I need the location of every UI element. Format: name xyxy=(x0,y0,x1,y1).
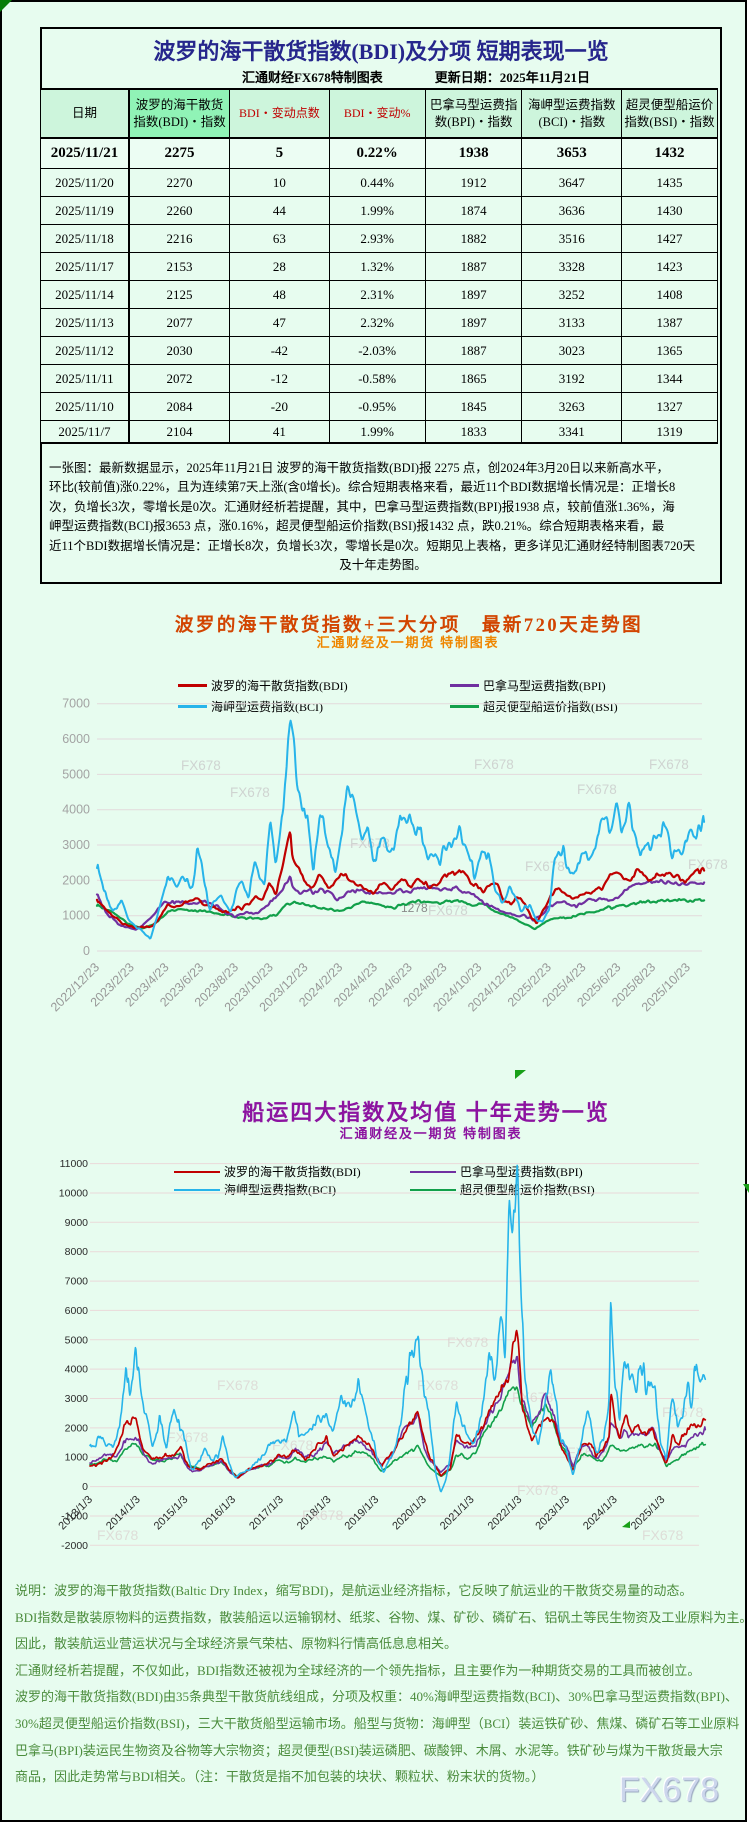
svg-text:FX678: FX678 xyxy=(649,757,689,772)
svg-text:4000: 4000 xyxy=(65,1364,89,1376)
svg-text:5000: 5000 xyxy=(65,1334,89,1346)
svg-text:FX678: FX678 xyxy=(217,1377,258,1393)
svg-text:10000: 10000 xyxy=(59,1188,88,1200)
svg-text:FX678: FX678 xyxy=(517,1482,558,1498)
svg-text:-1000: -1000 xyxy=(61,1511,88,1523)
svg-text:6000: 6000 xyxy=(62,732,90,746)
svg-text:FX678: FX678 xyxy=(97,1527,138,1543)
svg-text:FX678: FX678 xyxy=(474,757,514,772)
svg-text:1000: 1000 xyxy=(62,909,90,923)
svg-text:2017/1/3: 2017/1/3 xyxy=(247,1494,286,1533)
svg-text:3000: 3000 xyxy=(65,1393,89,1405)
svg-text:4000: 4000 xyxy=(62,803,90,817)
svg-text:6000: 6000 xyxy=(65,1305,89,1317)
svg-text:2024/1/3: 2024/1/3 xyxy=(581,1494,620,1533)
svg-text:0: 0 xyxy=(83,944,90,958)
svg-text:-2000: -2000 xyxy=(61,1540,88,1552)
svg-text:FX678: FX678 xyxy=(642,1527,683,1543)
svg-text:7000: 7000 xyxy=(65,1276,89,1288)
svg-text:FX678: FX678 xyxy=(577,782,617,797)
svg-text:FX678: FX678 xyxy=(417,1377,458,1393)
svg-text:9000: 9000 xyxy=(65,1217,89,1229)
svg-text:1000: 1000 xyxy=(65,1452,89,1464)
svg-text:2016/1/3: 2016/1/3 xyxy=(199,1494,238,1533)
svg-text:8000: 8000 xyxy=(65,1246,89,1258)
svg-text:0: 0 xyxy=(82,1481,88,1493)
svg-text:2000: 2000 xyxy=(65,1422,89,1434)
svg-text:5000: 5000 xyxy=(62,767,90,781)
svg-text:FX678: FX678 xyxy=(302,1507,343,1523)
svg-text:3000: 3000 xyxy=(62,838,90,852)
svg-text:2021/1/3: 2021/1/3 xyxy=(438,1494,477,1533)
svg-text:FX678: FX678 xyxy=(230,785,270,800)
svg-text:2020/1/3: 2020/1/3 xyxy=(390,1494,429,1533)
svg-text:2000: 2000 xyxy=(62,873,90,887)
svg-text:FX678: FX678 xyxy=(167,1429,208,1445)
svg-text:FX678: FX678 xyxy=(428,903,468,918)
svg-text:2019/1/3: 2019/1/3 xyxy=(343,1494,382,1533)
svg-text:FX678: FX678 xyxy=(181,758,221,773)
svg-text:2023/1/3: 2023/1/3 xyxy=(533,1494,572,1533)
svg-text:11000: 11000 xyxy=(60,1158,89,1170)
svg-text:2022/1/3: 2022/1/3 xyxy=(486,1494,525,1533)
svg-text:FX678: FX678 xyxy=(447,1334,488,1350)
svg-text:7000: 7000 xyxy=(62,697,90,711)
svg-text:2015/1/3: 2015/1/3 xyxy=(152,1494,191,1533)
